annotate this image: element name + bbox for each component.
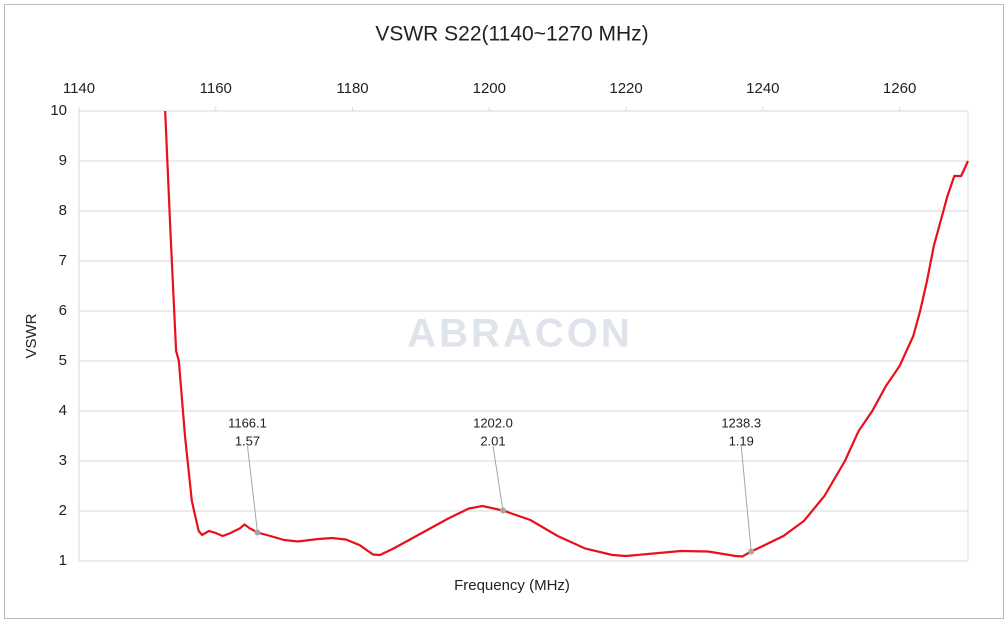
- y-tick-label: 6: [59, 302, 67, 319]
- x-tick-label: 1240: [746, 80, 779, 97]
- y-tick-label: 9: [59, 152, 67, 169]
- x-axis-label: Frequency (MHz): [454, 577, 570, 594]
- annotation-point: [748, 548, 755, 555]
- y-tick-label: 1: [59, 552, 67, 569]
- y-tick-label: 10: [50, 102, 67, 119]
- annotation-label: 1202.0: [473, 415, 513, 430]
- annotation-label: 2.01: [480, 433, 505, 448]
- annotation-leader: [246, 445, 258, 533]
- y-tick-label: 5: [59, 352, 67, 369]
- y-tick-label: 7: [59, 252, 67, 269]
- y-tick-label: 4: [59, 402, 67, 419]
- y-tick-label: 8: [59, 202, 67, 219]
- annotation-leader: [492, 445, 504, 511]
- annotation-leader: [740, 445, 752, 552]
- x-tick-label: 1180: [336, 80, 368, 97]
- y-tick-label: 2: [59, 502, 67, 519]
- x-tick-label: 1260: [883, 80, 916, 97]
- series-line: [164, 110, 970, 558]
- x-tick-label: 1220: [609, 80, 642, 97]
- x-tick-label: 1160: [200, 80, 232, 97]
- annotation-label: 1.19: [729, 433, 754, 448]
- y-axis-label: VSWR: [23, 313, 40, 358]
- y-tick-label: 3: [59, 452, 67, 469]
- chart-title: VSWR S22(1140~1270 MHz): [375, 23, 648, 46]
- watermark: ABRACON: [407, 312, 632, 356]
- annotation-label: 1.57: [235, 433, 260, 448]
- annotation-label: 1166.1: [228, 415, 267, 430]
- x-tick-label: 1200: [473, 80, 506, 97]
- x-tick-label: 1140: [63, 80, 95, 97]
- annotation-point: [499, 507, 506, 514]
- annotation-label: 1238.3: [721, 415, 761, 430]
- annotation-point: [254, 529, 261, 536]
